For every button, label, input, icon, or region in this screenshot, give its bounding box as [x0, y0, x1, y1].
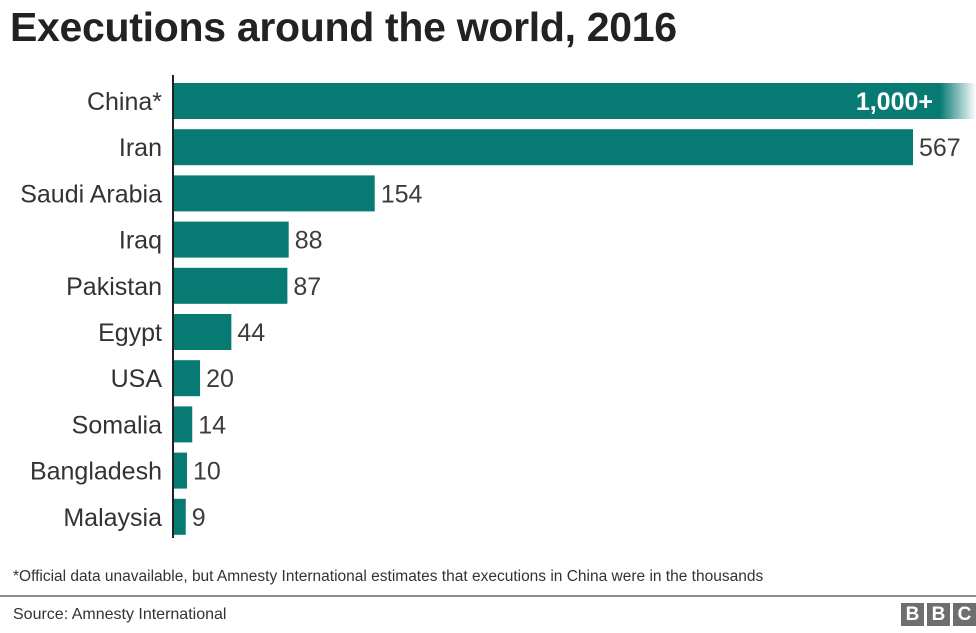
category-label: Malaysia — [63, 504, 162, 532]
chart-footnote: *Official data unavailable, but Amnesty … — [13, 568, 764, 585]
category-label: Egypt — [98, 319, 162, 347]
bars-group — [174, 83, 976, 535]
bar — [174, 498, 186, 535]
value-label: 10 — [193, 458, 221, 486]
category-label: USA — [111, 365, 163, 393]
category-label: Iraq — [119, 227, 162, 255]
category-label: Bangladesh — [30, 458, 162, 486]
category-label: China* — [87, 88, 162, 116]
chart-title: Executions around the world, 2016 — [10, 4, 677, 50]
bar — [174, 314, 232, 350]
value-label: 87 — [293, 273, 321, 301]
footer-divider — [0, 595, 976, 597]
category-label: Saudi Arabia — [20, 180, 162, 208]
value-label: 567 — [919, 134, 961, 162]
bar — [174, 267, 288, 304]
category-label: Somalia — [72, 411, 162, 439]
bar-chart: China* Iran Saudi Arabia Iraq Pakistan Egypt U… — [20, 75, 976, 538]
bar — [174, 452, 188, 489]
category-labels: China* Iran Saudi Arabia Iraq Pakistan Egypt U… — [20, 88, 162, 532]
value-label: 14 — [198, 411, 226, 439]
category-label: Pakistan — [66, 273, 162, 301]
bar — [174, 360, 201, 397]
bar — [174, 129, 913, 166]
value-label: 44 — [237, 319, 265, 347]
bar — [174, 221, 289, 258]
bar-fade-tail — [940, 83, 976, 119]
value-label: 154 — [381, 180, 423, 208]
value-label: 1,000+ — [856, 88, 933, 116]
value-label: 9 — [192, 504, 206, 532]
bar — [174, 406, 193, 443]
value-label: 88 — [295, 227, 323, 255]
bar — [174, 83, 940, 119]
bbc-logo-letter: B — [901, 603, 924, 626]
category-label: Iran — [119, 134, 162, 162]
bar — [174, 175, 375, 212]
bbc-logo-letter: B — [927, 603, 950, 626]
bbc-logo: B B C — [901, 603, 976, 626]
value-label: 20 — [206, 365, 234, 393]
source-credit: Source: Amnesty International — [13, 606, 227, 623]
bbc-logo-letter: C — [953, 603, 976, 626]
